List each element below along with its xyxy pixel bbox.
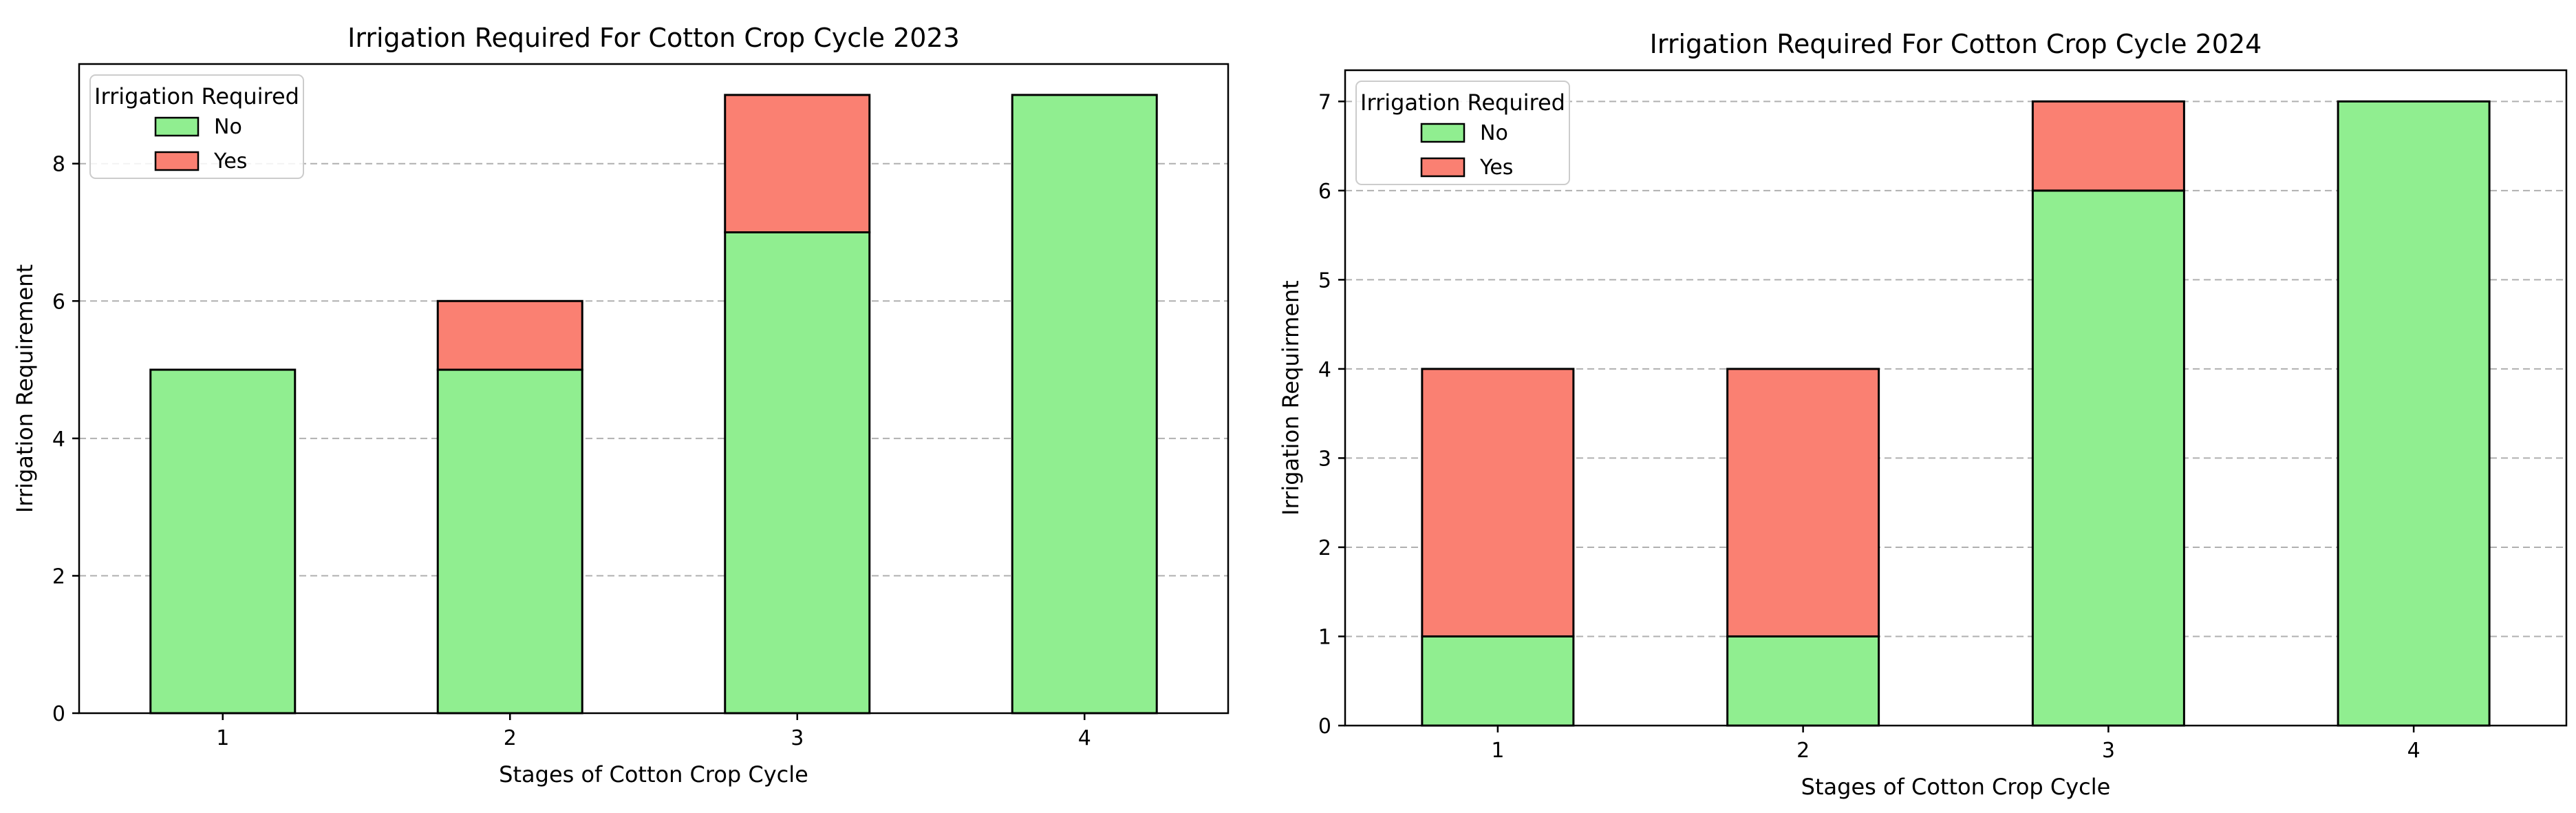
bar-yes-stage-3 bbox=[2031, 100, 2185, 192]
legend-title: Irrigation Required bbox=[94, 83, 299, 109]
y-tick-label: 2 bbox=[1318, 536, 1331, 560]
bar-no-stage-2 bbox=[436, 368, 583, 715]
bar-no-stage-4 bbox=[2337, 100, 2491, 727]
y-tick-label: 5 bbox=[1318, 268, 1331, 293]
bar-no-stage-3 bbox=[724, 231, 871, 715]
bar-yes-stage-2 bbox=[436, 299, 583, 371]
chart-title: Irrigation Required For Cotton Crop Cycl… bbox=[347, 23, 960, 53]
x-tick-label: 4 bbox=[2407, 739, 2421, 763]
legend-label-yes: Yes bbox=[213, 149, 247, 173]
y-tick-label: 8 bbox=[52, 153, 65, 177]
y-tick-label: 1 bbox=[1318, 625, 1331, 649]
y-tick-label: 4 bbox=[1318, 358, 1331, 382]
plot-frame bbox=[78, 63, 1230, 715]
legend-title: Irrigation Required bbox=[1360, 89, 1565, 116]
x-tick-label: 1 bbox=[1491, 739, 1504, 763]
x-tick-label: 1 bbox=[216, 726, 229, 750]
y-tick-label: 7 bbox=[1318, 90, 1331, 114]
y-tick-label: 0 bbox=[1318, 715, 1331, 739]
bar-no-stage-4 bbox=[1011, 94, 1158, 715]
x-axis-label: Stages of Cotton Crop Cycle bbox=[499, 761, 808, 788]
y-tick-label: 2 bbox=[52, 564, 65, 589]
plot-frame bbox=[1344, 69, 2568, 727]
bar-no-stage-2 bbox=[1726, 635, 1880, 727]
x-tick-label: 2 bbox=[504, 726, 517, 750]
bar-yes-stage-2 bbox=[1726, 368, 1880, 637]
legend-swatch-no bbox=[154, 116, 200, 137]
y-tick-label: 4 bbox=[52, 427, 65, 452]
bar-no-stage-1 bbox=[1421, 635, 1575, 727]
chart-title: Irrigation Required For Cotton Crop Cycl… bbox=[1650, 29, 2262, 59]
y-tick-label: 3 bbox=[1318, 447, 1331, 471]
legend-label-no: No bbox=[214, 115, 242, 139]
legend-swatch-no bbox=[1420, 123, 1466, 143]
y-tick-label: 6 bbox=[1318, 180, 1331, 204]
x-tick-label: 3 bbox=[2102, 739, 2115, 763]
y-axis-label: Irrigation Requirment bbox=[1278, 280, 1304, 516]
legend-label-no: No bbox=[1480, 121, 1508, 145]
x-tick-label: 3 bbox=[791, 726, 804, 750]
x-tick-label: 4 bbox=[1078, 726, 1091, 750]
legend-swatch-yes bbox=[1420, 157, 1466, 178]
y-tick-label: 0 bbox=[52, 702, 65, 726]
x-axis-label: Stages of Cotton Crop Cycle bbox=[1801, 774, 2111, 800]
bar-yes-stage-3 bbox=[724, 94, 871, 233]
x-tick-label: 2 bbox=[1796, 739, 1810, 763]
bar-no-stage-3 bbox=[2031, 189, 2185, 727]
y-tick-label: 6 bbox=[52, 290, 65, 314]
legend-swatch-yes bbox=[154, 151, 200, 171]
bar-yes-stage-1 bbox=[1421, 368, 1575, 637]
y-axis-label: Irrigation Requirement bbox=[12, 264, 38, 513]
bar-no-stage-1 bbox=[149, 368, 297, 715]
legend-label-yes: Yes bbox=[1479, 156, 1513, 180]
